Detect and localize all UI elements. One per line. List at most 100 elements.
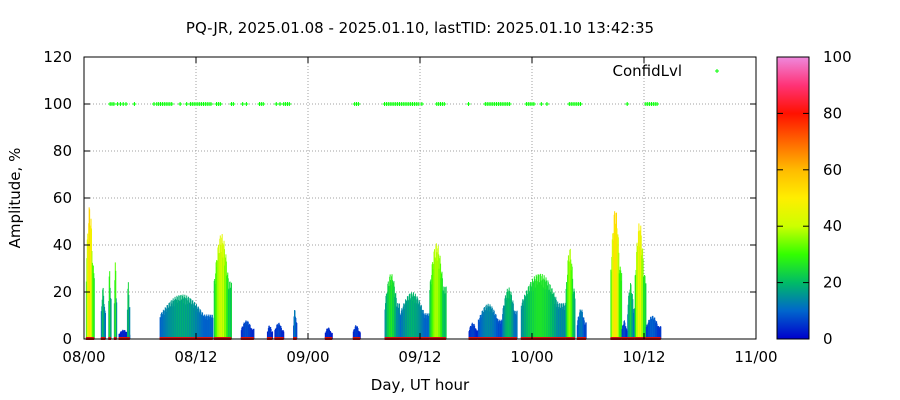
confidence-point (184, 102, 189, 106)
y-axis-label: Amplitude, % (6, 148, 24, 249)
amplitude-bar (585, 322, 587, 339)
y-tick-label-20: 20 (53, 283, 72, 301)
x-tick-label-36: 09/12 (398, 348, 441, 366)
burst-0 (85, 207, 95, 339)
x-axis-label: Day, UT hour (371, 376, 470, 394)
burst-15 (399, 292, 430, 339)
confidence-point (244, 102, 249, 106)
amplitude-bar (621, 273, 623, 339)
y-tick-label-40: 40 (53, 236, 72, 254)
amplitude-bar (283, 331, 285, 339)
burst-17 (468, 322, 479, 339)
amplitude-bar (116, 302, 118, 339)
burst-13 (352, 325, 361, 339)
colorbar-tick-label-60: 60 (823, 161, 842, 179)
burst-9 (266, 325, 274, 339)
burst-7 (213, 234, 232, 339)
amplitude-bar (272, 331, 274, 339)
confidence-point (466, 102, 471, 106)
amplitude-bar (660, 326, 662, 339)
confidence-point (287, 102, 292, 106)
confidence-point (124, 102, 128, 106)
colorbar-ticks: 0 20 40 60 80 100 (777, 48, 852, 348)
burst-3 (113, 262, 118, 339)
confidence-point (442, 102, 447, 106)
confidence-point (578, 102, 583, 106)
burst-18 (477, 303, 503, 339)
x-tick-label-24: 09/00 (286, 348, 329, 366)
confidence-point (419, 102, 424, 106)
confidence-point (169, 102, 174, 106)
confidence-point (178, 102, 183, 106)
chart-title: PQ-JR, 2025.01.08 - 2025.01.10, lastTID:… (186, 19, 654, 37)
confidence-point (261, 102, 266, 106)
colorbar: 0 20 40 60 80 100 (776, 48, 852, 348)
colorbar-gradient (776, 56, 810, 340)
amplitude-bar (129, 307, 131, 339)
burst-20 (520, 273, 567, 339)
confidence-point (208, 102, 213, 106)
confidence-point (132, 102, 137, 106)
legend-label-confidlvl: ConfidLvl (612, 62, 682, 80)
burst-6 (159, 294, 214, 339)
burst-2 (108, 271, 112, 339)
burst-1 (100, 287, 106, 339)
confidence-point (655, 102, 660, 106)
x-tick-label-48: 10/00 (510, 348, 553, 366)
burst-19 (502, 287, 518, 339)
colorbar-tick-label-0: 0 (823, 330, 833, 348)
x-tick-label-60: 10/12 (622, 348, 665, 366)
amplitude-bar (93, 278, 95, 339)
confidence-point (274, 102, 279, 106)
burst-26 (634, 223, 647, 339)
legend: ConfidLvl (612, 62, 719, 80)
amplitude-bar (231, 282, 232, 339)
y-tick-label-80: 80 (53, 142, 72, 160)
amplitude-bar (253, 328, 255, 339)
burst-22 (576, 309, 587, 339)
colorbar-tick-label-100: 100 (823, 48, 852, 66)
amplitude-bar (516, 310, 518, 339)
confidence-point (278, 102, 282, 106)
burst-8 (240, 320, 255, 339)
burst-10 (274, 322, 285, 339)
burst-11 (293, 310, 298, 339)
colorbar-tick-label-80: 80 (823, 104, 842, 122)
burst-14 (384, 274, 400, 339)
burst-23 (610, 211, 623, 339)
burst-5 (126, 282, 131, 339)
x-axis: 08/00 08/12 09/00 09/12 10/00 10/12 11/00 (62, 57, 778, 366)
amplitude-bar (645, 283, 647, 339)
y-tick-label-100: 100 (43, 95, 72, 113)
x-tick-label-0: 08/00 (62, 348, 105, 366)
confidence-points (108, 102, 660, 106)
amplitude-bar (445, 286, 447, 339)
x-tick-label-72: 11/00 (734, 348, 777, 366)
confidence-point (539, 102, 544, 106)
x-tick-label-12: 08/12 (174, 348, 217, 366)
confidence-point (544, 102, 549, 106)
confidence-point (111, 102, 116, 106)
burst-25 (627, 283, 636, 339)
confidence-point (416, 102, 421, 106)
y-tick-label-0: 0 (62, 330, 72, 348)
confidence-point (356, 102, 361, 106)
burst-27 (645, 315, 662, 339)
y-tick-label-60: 60 (53, 189, 72, 207)
confidence-point (231, 102, 236, 106)
colorbar-tick-label-40: 40 (823, 217, 842, 235)
burst-16 (429, 243, 447, 339)
amplitude-bar (359, 332, 361, 339)
y-tick-label-120: 120 (43, 48, 72, 66)
y-axis: 0 20 40 60 80 100 120 (43, 48, 756, 348)
amplitude-bar (296, 322, 298, 339)
legend-marker-confidlvl (715, 69, 719, 73)
amplitude-bar (110, 298, 112, 339)
burst-12 (324, 327, 333, 339)
amplitude-bar (105, 313, 106, 339)
confidence-point (507, 102, 512, 106)
colorbar-tick-label-20: 20 (823, 274, 842, 292)
amplitude-bar (574, 298, 576, 339)
amplitude-bars (85, 207, 662, 339)
